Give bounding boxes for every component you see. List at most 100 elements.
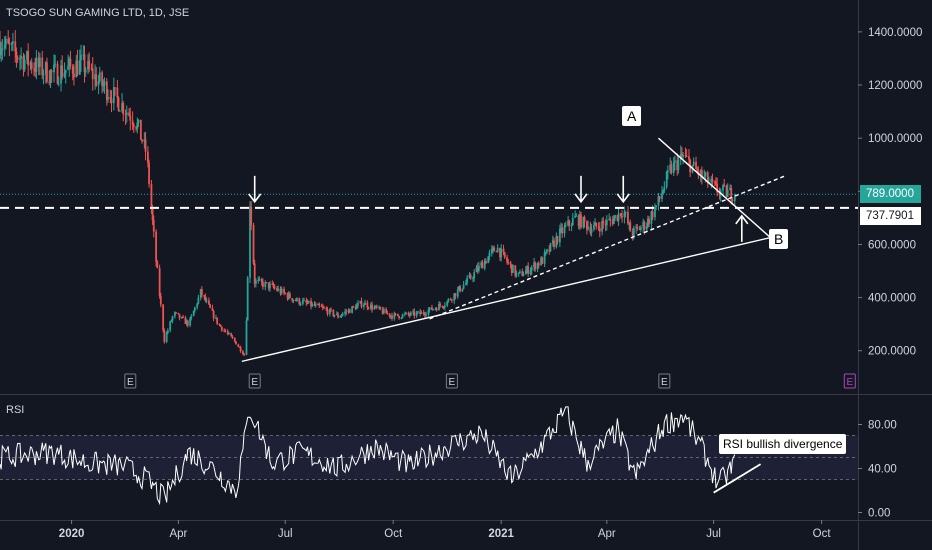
candle-body [230, 333, 233, 337]
candle-body [524, 270, 527, 275]
candle-body [381, 309, 384, 314]
candle-body [136, 122, 139, 129]
candle-body [287, 293, 290, 299]
candle-body [73, 73, 75, 78]
candle-body [608, 218, 611, 220]
candle-body [394, 313, 397, 315]
candle-body [200, 289, 203, 296]
arrow-head [735, 214, 749, 225]
candle-body [14, 41, 17, 52]
down-arrow-icon [248, 175, 262, 204]
rsi-pane-label[interactable]: RSI [6, 404, 25, 416]
earnings-marker [248, 373, 261, 389]
candle-body [391, 315, 393, 319]
rsi-tick-label: 40.00 [868, 464, 897, 476]
candle-body [502, 248, 505, 253]
candle-body [34, 68, 37, 72]
price-tick-label: 1000.0000 [868, 133, 922, 145]
candle-body [267, 282, 270, 289]
candle-body [655, 205, 658, 208]
annotation-rsi-divergence[interactable]: RSI bullish divergence [719, 434, 847, 454]
candle-body [71, 66, 74, 74]
candle-body [286, 293, 289, 299]
candle-body [681, 153, 683, 157]
time-tick-label: Apr [169, 528, 187, 540]
candle-body [137, 119, 140, 123]
time-tick-label: Jul [278, 528, 293, 540]
candle-body [688, 156, 690, 160]
candle-body [249, 206, 251, 278]
candle-body [68, 58, 71, 66]
price-tick-label: 1400.0000 [868, 27, 922, 39]
candle-body [666, 170, 669, 173]
current-price-tag: 789.0000 [860, 185, 921, 203]
candle-body [260, 279, 263, 282]
rsi-divergence-line [713, 463, 762, 494]
candle-body [203, 295, 206, 297]
candle-body [48, 81, 51, 83]
arrow-head [574, 193, 588, 204]
candle-body [215, 317, 217, 319]
candle-body [258, 279, 261, 281]
candle-body [416, 311, 419, 313]
candle-body [469, 275, 472, 279]
candle-body [301, 300, 304, 304]
candle-body [27, 51, 30, 66]
candle-body [643, 221, 646, 230]
candle-body [196, 303, 199, 308]
candle-body [283, 288, 285, 293]
candle-body [0, 42, 1, 56]
candle-body [317, 304, 319, 306]
annotation-b[interactable]: B [769, 229, 789, 249]
candle-body [279, 288, 282, 294]
candle-body [375, 305, 378, 308]
candle-body [480, 262, 483, 266]
candle-body [438, 303, 440, 311]
candle-body [246, 277, 249, 321]
candle-body [199, 289, 202, 298]
candle-body [205, 300, 208, 302]
candle-body [544, 251, 547, 253]
candle-body [507, 261, 510, 263]
candle-body [684, 155, 687, 157]
candle-body [320, 305, 323, 307]
candle-body [449, 299, 452, 301]
candle-body [150, 183, 153, 209]
candle-body [254, 280, 257, 284]
candle-body [374, 305, 377, 308]
candle-body [519, 271, 521, 273]
candle-body [561, 227, 564, 234]
candle-body [284, 292, 287, 294]
candle-body [209, 304, 211, 308]
candle-body [733, 196, 736, 201]
candle-body [333, 314, 336, 316]
candle-body [517, 272, 520, 274]
down-arrow-icon [574, 175, 588, 204]
candle-body [143, 139, 146, 142]
candle-body [595, 222, 598, 227]
candle-body [704, 172, 707, 177]
candle-body [389, 315, 392, 317]
candle-body [468, 275, 471, 278]
earnings-marker [124, 373, 137, 389]
candle-body [472, 278, 474, 280]
earnings-marker-label: E [127, 377, 134, 388]
candle-body [496, 247, 499, 252]
price-tick-label: 600.0000 [868, 239, 916, 251]
candle-body [326, 309, 329, 315]
candle-body [23, 59, 26, 70]
candle-body [50, 70, 53, 73]
candle-body [665, 172, 668, 187]
candle-body [546, 249, 548, 252]
candle-body [82, 54, 85, 56]
candle-body [718, 192, 721, 195]
candle-body [628, 222, 631, 224]
candle-body [487, 256, 490, 264]
candle-body [163, 330, 166, 342]
horizontal-line-price-tag: 737.7901 [860, 207, 921, 225]
candle-body [224, 330, 227, 332]
candle-body [313, 303, 316, 306]
annotation-a[interactable]: A [622, 106, 642, 126]
candle-body [729, 187, 731, 191]
